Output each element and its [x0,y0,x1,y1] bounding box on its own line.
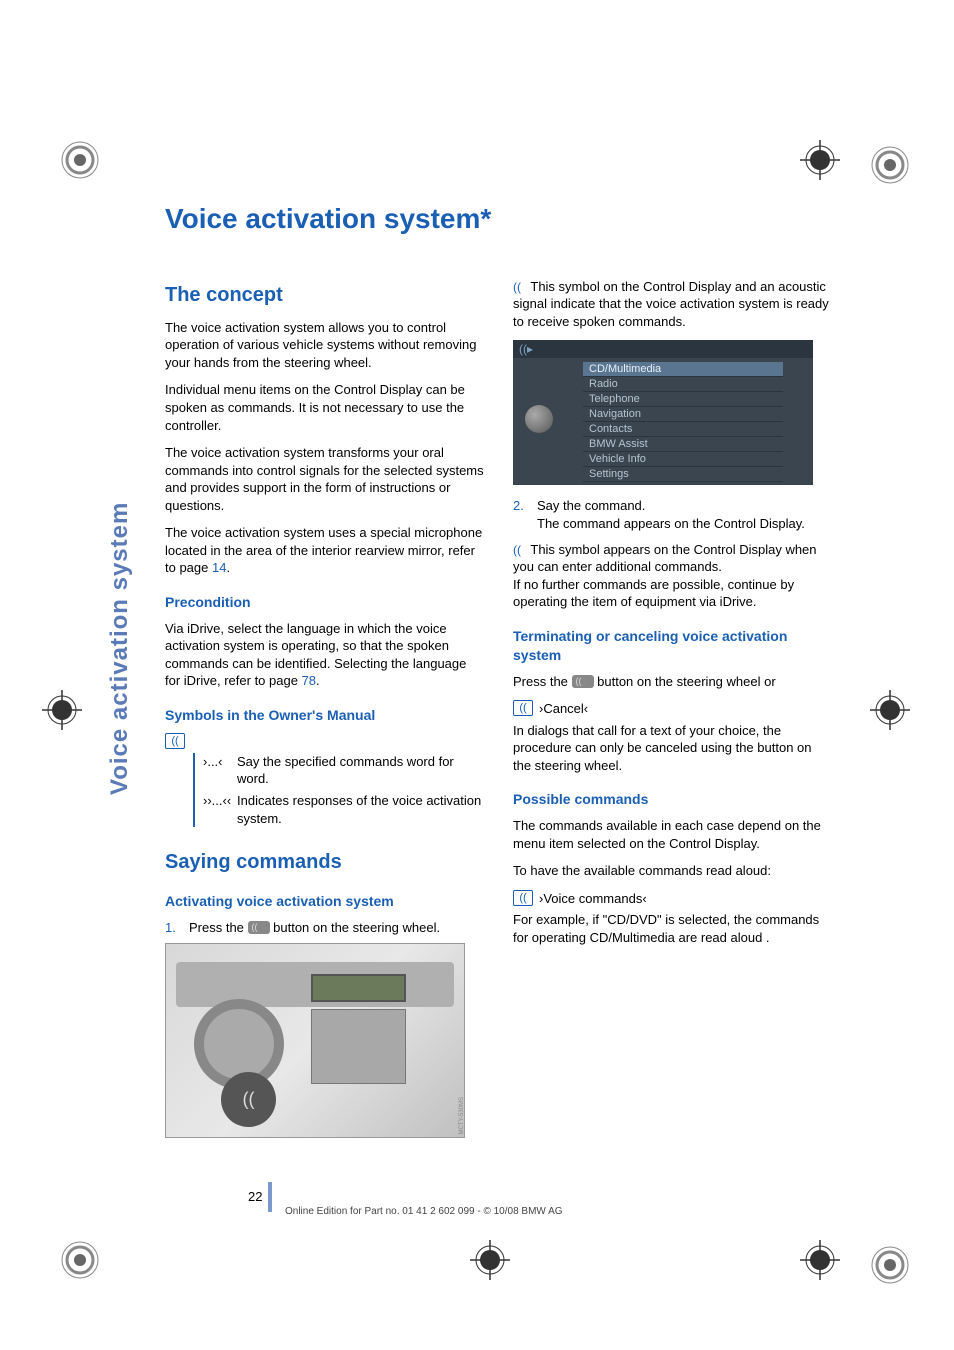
para: The commands available in each case depe… [513,817,833,852]
step-text: Say the command. [537,498,645,513]
heading-saying: Saying commands [165,849,485,876]
voice-icon: (( [513,279,527,295]
para: (( This symbol on the Control Display an… [513,278,833,331]
heading-concept: The concept [165,282,485,309]
heading-precondition: Precondition [165,593,485,612]
menu-item: Vehicle Info [583,452,783,467]
para: The voice activation system uses a speci… [165,524,485,577]
para: The voice activation system allows you t… [165,319,485,372]
page-link[interactable]: 14 [212,560,226,575]
registration-mark-icon [42,690,82,730]
page-title: Voice activation system* [165,200,845,238]
heading-terminating: Terminating or canceling voice activatio… [513,627,833,665]
voice-command: (( ›Voice commands‹ [513,890,833,908]
control-display-screenshot: ((▸ CD/MultimediaRadioTelephoneNavigatio… [513,340,813,485]
idrive-knob-icon [525,405,553,433]
registration-mark-icon [60,1240,100,1280]
menu-item: Contacts [583,422,783,437]
menu-item: Telephone [583,392,783,407]
para: To have the available commands read alou… [513,862,833,880]
step-number: 2. [513,497,527,532]
dashboard-photo: (( MCTY-530MS [165,943,465,1138]
voice-button-icon [248,921,270,934]
footer-text: Online Edition for Part no. 01 41 2 602 … [285,1205,563,1219]
registration-mark-icon [800,140,840,180]
step-2: 2. Say the command. The command appears … [513,497,833,532]
heading-activating: Activating voice activation system [165,892,485,911]
para: Via iDrive, select the language in which… [165,620,485,690]
symbol-definitions: ›...‹ Say the specified commands word fo… [193,753,485,827]
voice-icon: ((▸ [519,341,533,357]
photo-credit: MCTY-530MS [458,1097,465,1134]
heading-symbols: Symbols in the Owner's Manual [165,706,485,725]
page-content: Voice activation system* The concept The… [105,200,855,1138]
para: The voice activation system transforms y… [165,444,485,514]
page-link[interactable]: 78 [302,673,316,688]
page-number: 22 [248,1188,262,1206]
symbol-text: Say the specified commands word for word… [237,753,485,788]
command-text: ›Cancel‹ [539,700,588,718]
registration-mark-icon [870,145,910,185]
registration-mark-icon [870,1245,910,1285]
registration-mark-icon [60,140,100,180]
registration-mark-icon [800,1240,840,1280]
para: (( This symbol appears on the Control Di… [513,541,833,611]
symbol-text: Indicates responses of the voice activat… [237,792,485,827]
para: For example, if "CD/DVD" is selected, th… [513,911,833,946]
menu-item: BMW Assist [583,437,783,452]
left-column: The concept The voice activation system … [165,278,485,1138]
heading-possible: Possible commands [513,790,833,809]
voice-icon: (( [513,542,527,558]
para: Individual menu items on the Control Dis… [165,381,485,434]
step-number: 1. [165,919,179,937]
registration-mark-icon [870,690,910,730]
menu-item: Navigation [583,407,783,422]
menu-item: Settings [583,467,783,482]
page-number-bar [268,1182,272,1212]
voice-command: (( ›Cancel‹ [513,700,833,718]
step-1: 1. Press the button on the steering whee… [165,919,485,937]
symbol-lead: ›...‹ [203,753,231,788]
voice-icon: (( [513,700,533,716]
voice-button-icon [572,675,594,688]
command-text: ›Voice commands‹ [539,890,647,908]
menu-item: CD/Multimedia [583,362,783,377]
registration-mark-icon [470,1240,510,1280]
para: In dialogs that call for a text of your … [513,722,833,775]
menu-item: Radio [583,377,783,392]
right-column: (( This symbol on the Control Display an… [513,278,833,1138]
symbol-lead: ››...‹‹ [203,792,231,827]
para: Press the button on the steering wheel o… [513,673,833,691]
voice-icon: (( [165,733,185,749]
voice-icon: (( [513,890,533,906]
step-text: The command appears on the Control Displ… [537,516,805,531]
